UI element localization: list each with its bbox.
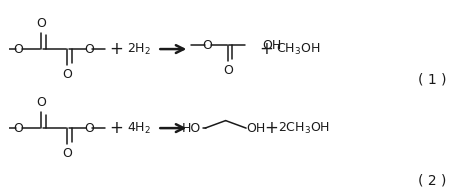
Text: 4H$_2$: 4H$_2$ (127, 121, 151, 136)
Text: ( 2 ): ( 2 ) (419, 174, 447, 188)
Text: O: O (14, 122, 24, 135)
Text: CH$_3$OH: CH$_3$OH (276, 42, 320, 57)
Text: +: + (109, 119, 123, 137)
Text: O: O (202, 39, 212, 52)
Text: O: O (63, 68, 72, 81)
Text: O: O (84, 43, 94, 56)
Text: 2H$_2$: 2H$_2$ (127, 42, 151, 57)
Text: +: + (109, 40, 123, 58)
Text: O: O (84, 122, 94, 135)
Text: O: O (36, 17, 46, 30)
Text: OH: OH (262, 39, 281, 52)
Text: OH: OH (246, 122, 265, 135)
Text: HO: HO (182, 122, 201, 135)
Text: O: O (223, 64, 233, 77)
Text: O: O (63, 147, 72, 160)
Text: ( 1 ): ( 1 ) (419, 72, 447, 86)
Text: +: + (260, 40, 273, 58)
Text: O: O (36, 96, 46, 109)
Text: +: + (264, 119, 278, 137)
Text: 2CH$_3$OH: 2CH$_3$OH (278, 121, 330, 136)
Text: O: O (14, 43, 24, 56)
